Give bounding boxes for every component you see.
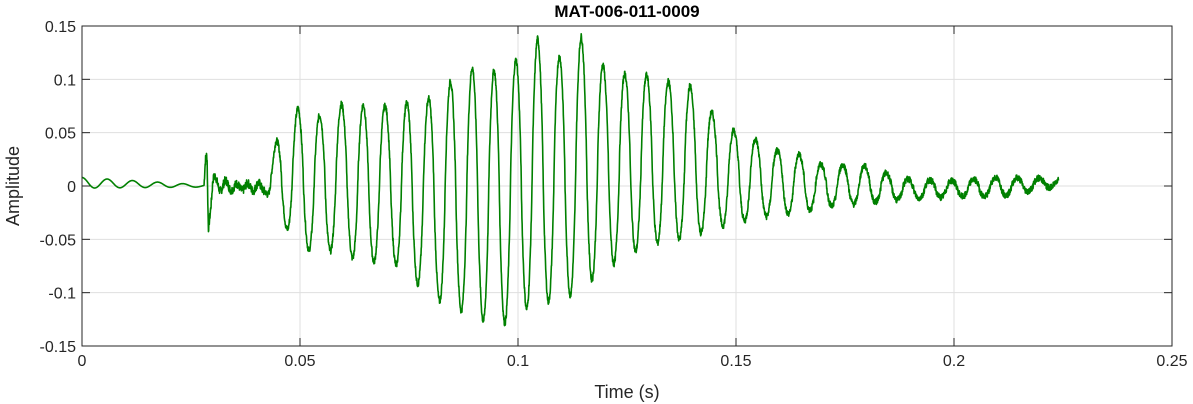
x-tick-label: 0.25: [1156, 353, 1187, 370]
y-axis-label: Amplitude: [3, 146, 23, 226]
signal-series-line: [81, 33, 1060, 327]
y-tick-label: 0.15: [45, 19, 76, 36]
chart-title: MAT-006-011-0009: [554, 2, 699, 21]
y-tick-label: 0.05: [45, 126, 76, 143]
x-axis-label: Time (s): [594, 382, 659, 402]
y-tick-label: -0.05: [40, 232, 77, 249]
y-tick-label: -0.15: [40, 339, 77, 356]
y-tick-label: 0: [67, 179, 76, 196]
x-axis-ticks: 0 0.05 0.1 0.15 0.2 0.25: [78, 26, 1188, 370]
x-tick-label: 0.1: [507, 353, 529, 370]
x-tick-label: 0: [78, 353, 87, 370]
x-tick-label: 0.2: [943, 353, 965, 370]
x-tick-label: 0.15: [720, 353, 751, 370]
x-tick-label: 0.05: [284, 353, 315, 370]
y-tick-label: 0.1: [54, 72, 76, 89]
y-tick-label: -0.1: [48, 286, 76, 303]
y-axis-ticks: -0.15 -0.1 -0.05 0 0.05 0.1 0.15: [40, 19, 1172, 356]
